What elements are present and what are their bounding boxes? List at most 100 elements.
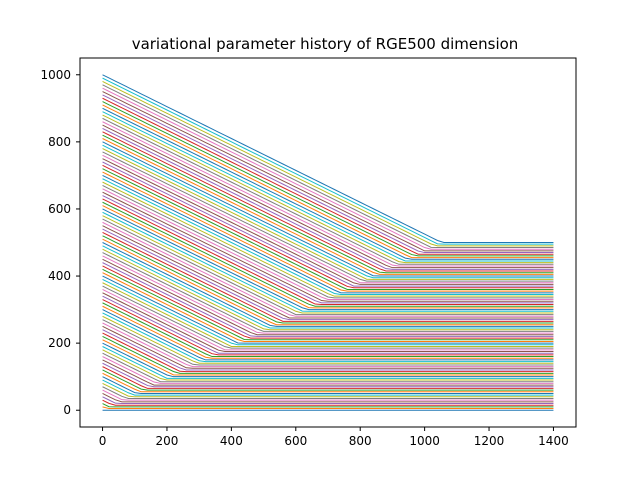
x-tick-label: 600 (284, 434, 307, 448)
series-line (102, 386, 554, 399)
series-line (102, 312, 554, 363)
series-line (102, 178, 554, 295)
series-line (102, 302, 554, 358)
series-line (102, 278, 554, 346)
series-line (102, 94, 554, 254)
series-line (102, 305, 554, 359)
series-line (102, 158, 554, 285)
series-line (102, 235, 554, 324)
series-line (102, 101, 554, 257)
series-line (102, 289, 554, 351)
series-line (102, 315, 554, 364)
series-line (102, 225, 554, 319)
series-line (102, 195, 554, 304)
series-line (102, 295, 554, 354)
series-line (102, 329, 554, 371)
series-line (102, 171, 554, 292)
series-line (102, 221, 554, 317)
series-line (102, 144, 554, 279)
series-line (102, 131, 554, 272)
series-line (102, 151, 554, 282)
x-tick-label: 1000 (409, 434, 440, 448)
series-line (102, 255, 554, 334)
series-line (102, 245, 554, 329)
series-line (102, 141, 554, 277)
y-tick-label: 600 (48, 202, 71, 216)
series-line (102, 228, 554, 321)
series-line (102, 181, 554, 297)
series-line (102, 346, 554, 379)
y-axis: 0 200 400 600 800 1000 (40, 68, 80, 417)
series-line (102, 188, 554, 301)
series-line (102, 215, 554, 314)
series-line (102, 138, 554, 275)
x-tick-label: 200 (156, 434, 179, 448)
series-line (102, 262, 554, 337)
y-tick-label: 0 (63, 403, 71, 417)
series-line (102, 231, 554, 322)
series-line (102, 74, 554, 243)
series-line (102, 299, 554, 356)
series-line (102, 185, 554, 299)
x-tick-label: 1400 (538, 434, 569, 448)
x-tick-label: 800 (349, 434, 372, 448)
series-line (102, 275, 554, 344)
series-line (102, 111, 554, 262)
series-line (102, 81, 554, 247)
series-line (102, 134, 554, 274)
series-line (102, 205, 554, 309)
series-line (102, 366, 554, 389)
series-line (102, 319, 554, 366)
series-line (102, 148, 554, 280)
series-line (102, 359, 554, 386)
series-layer (102, 74, 554, 411)
series-line (102, 124, 554, 269)
series-line (102, 325, 554, 369)
x-tick-label: 400 (220, 434, 243, 448)
series-line (102, 376, 554, 394)
x-tick-label: 0 (99, 434, 107, 448)
series-line (102, 339, 554, 376)
plot-frame (79, 57, 577, 428)
series-line (102, 208, 554, 311)
series-line (102, 389, 554, 401)
series-line (102, 164, 554, 289)
series-line (102, 335, 554, 374)
series-line (102, 342, 554, 378)
series-line (102, 104, 554, 259)
series-line (102, 117, 554, 265)
series-line (102, 265, 554, 339)
series-line (102, 91, 554, 252)
series-line (102, 406, 554, 410)
series-line (102, 161, 554, 287)
series-line (102, 218, 554, 316)
series-line (102, 399, 554, 406)
y-tick-label: 800 (48, 135, 71, 149)
series-line (102, 252, 554, 332)
series-line (102, 349, 554, 381)
series-line (102, 292, 554, 353)
series-line (102, 393, 554, 403)
series-line (102, 248, 554, 331)
series-line (102, 77, 554, 245)
series-line (102, 332, 554, 373)
series-line (102, 322, 554, 368)
series-line (102, 272, 554, 342)
chart-title: variational parameter history of RGE500 … (132, 35, 519, 53)
series-line (102, 114, 554, 264)
series-line (102, 403, 554, 408)
y-tick-label: 200 (48, 336, 71, 350)
series-line (102, 201, 554, 307)
y-tick-label: 400 (48, 269, 71, 283)
series-line (102, 356, 554, 384)
series-line (102, 362, 554, 388)
series-line (102, 238, 554, 326)
series-line (102, 87, 554, 250)
series-line (102, 97, 554, 255)
series-line (102, 352, 554, 383)
series-line (102, 121, 554, 267)
series-line (102, 369, 554, 391)
series-line (102, 396, 554, 405)
series-line (102, 84, 554, 249)
